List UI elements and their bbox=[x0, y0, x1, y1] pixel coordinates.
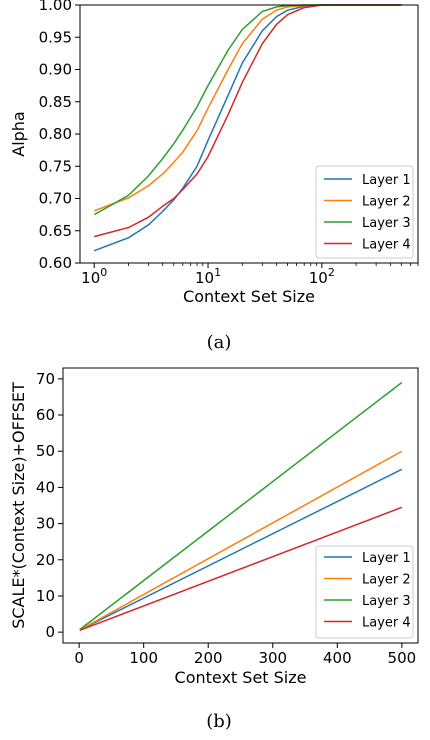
chart-b-y-tick-label: 50 bbox=[36, 442, 55, 460]
chart-b-legend-label: Layer 3 bbox=[362, 594, 411, 609]
chart-a-y-tick-label: 0.60 bbox=[39, 254, 72, 272]
chart-b-series-line-4 bbox=[79, 506, 403, 632]
chart-a-legend-label: Layer 2 bbox=[362, 195, 411, 210]
chart-b-y-tick-label: 40 bbox=[36, 478, 55, 496]
chart-b-x-tick-label: 300 bbox=[258, 649, 287, 667]
chart-b-lines bbox=[79, 381, 403, 632]
chart-a-y-tick-label: 0.95 bbox=[39, 28, 72, 46]
chart-b-y-tick-label: 0 bbox=[45, 623, 55, 641]
chart-b-x-tick-label: 100 bbox=[129, 649, 158, 667]
chart-b-y-tick-label: 60 bbox=[36, 406, 55, 424]
chart-a-y-tick-label: 0.70 bbox=[39, 190, 72, 208]
chart-b-frame bbox=[62, 367, 419, 644]
chart-b-y-tick-label: 10 bbox=[36, 587, 55, 605]
chart-b-y-tick-label: 70 bbox=[36, 370, 55, 388]
chart-b-y-tick-label: 20 bbox=[36, 551, 55, 569]
chart-a-legend-label: Layer 3 bbox=[362, 216, 411, 231]
chart-a-y-tick-label: 0.75 bbox=[39, 157, 72, 175]
chart-b-x-tick-label: 500 bbox=[388, 649, 417, 667]
chart-a: 0.60 0.65 0.70 0.75 0.80 0.85 0.90 0.95 1.00 100 1… bbox=[9, 0, 419, 353]
chart-a-x-tick-label: 101 bbox=[195, 266, 221, 287]
chart-a-y-tick-label: 0.90 bbox=[39, 61, 72, 79]
chart-a-legend-label: Layer 1 bbox=[362, 173, 411, 188]
chart-a-caption: (a) bbox=[207, 332, 232, 353]
chart-b-y-tick-label: 30 bbox=[36, 515, 55, 533]
chart-b-x-tick-label: 200 bbox=[194, 649, 223, 667]
chart-a-y-tick-label: 0.85 bbox=[39, 93, 72, 111]
chart-a-legend-label: Layer 4 bbox=[362, 238, 411, 253]
chart-a-y-tick-label: 0.65 bbox=[39, 222, 72, 240]
chart-b-legend-label: Layer 1 bbox=[362, 551, 411, 566]
chart-a-y-tick-label: 1.00 bbox=[39, 0, 72, 14]
chart-a-legend-box bbox=[315, 165, 414, 259]
chart-a-x-tick-label: 100 bbox=[81, 266, 107, 287]
chart-b-series-line-2 bbox=[79, 450, 403, 631]
chart-b: 0 10 20 30 40 50 60 70 0 100 200 300 400 500 Context … bbox=[9, 367, 419, 732]
chart-a-legend: Layer 1 Layer 2 Layer 3 Layer 4 bbox=[315, 165, 414, 259]
chart-b-legend: Layer 1 Layer 2 Layer 3 Layer 4 bbox=[315, 545, 414, 639]
chart-b-x-tick-label: 0 bbox=[74, 649, 84, 667]
chart-a-y-tick-label: 0.80 bbox=[39, 125, 72, 143]
chart-a-x-axis-label: Context Set Size bbox=[183, 287, 315, 306]
chart-b-y-axis-label: SCALE*(Context Size)+OFFSET bbox=[9, 382, 28, 629]
chart-a-y-axis-label: Alpha bbox=[9, 111, 28, 157]
chart-a-x-tick-label: 102 bbox=[309, 266, 335, 287]
chart-b-x-tick-label: 400 bbox=[323, 649, 352, 667]
chart-b-series-line-1 bbox=[79, 468, 403, 631]
chart-b-series-line-3 bbox=[79, 381, 403, 631]
chart-b-x-axis-label: Context Set Size bbox=[175, 668, 307, 687]
chart-b-legend-label: Layer 2 bbox=[362, 573, 411, 588]
chart-b-legend-label: Layer 4 bbox=[362, 616, 411, 631]
chart-b-legend-box bbox=[315, 545, 414, 639]
chart-b-caption: (b) bbox=[206, 711, 232, 732]
